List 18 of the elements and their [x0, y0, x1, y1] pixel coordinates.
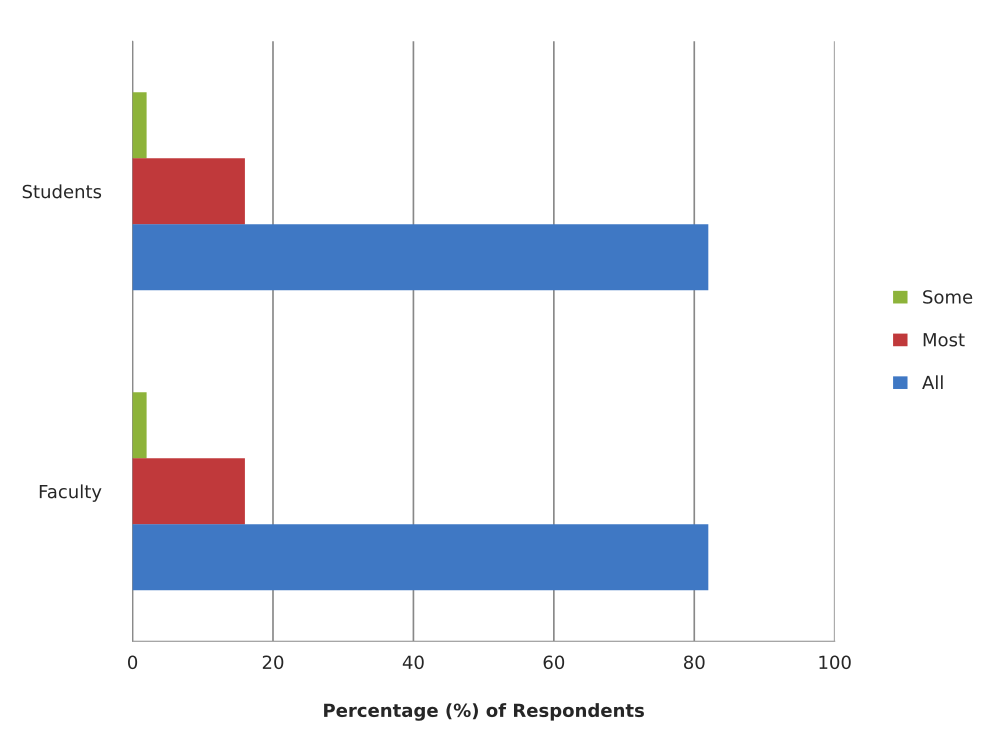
x-tick-label: 20	[262, 655, 284, 670]
x-tick-label: 60	[544, 655, 564, 670]
x-tick-label: 100	[819, 655, 851, 670]
bar	[132, 92, 147, 158]
legend-label: All	[922, 375, 943, 389]
legend-label: Most	[924, 333, 965, 346]
x-tick-label: 80	[684, 655, 705, 670]
bar	[132, 224, 708, 290]
y-tick-label: Faculty	[40, 484, 102, 502]
bar	[132, 158, 245, 224]
bar	[132, 392, 147, 458]
x-tick-label: 0	[128, 655, 138, 670]
bar	[132, 458, 245, 524]
x-axis-title: Percentage (%) of Respondents	[324, 703, 644, 721]
bar	[132, 524, 708, 590]
y-tick-label: Students	[22, 184, 102, 198]
x-tick-label: 40	[402, 655, 424, 670]
legend-label: Some	[923, 290, 972, 304]
